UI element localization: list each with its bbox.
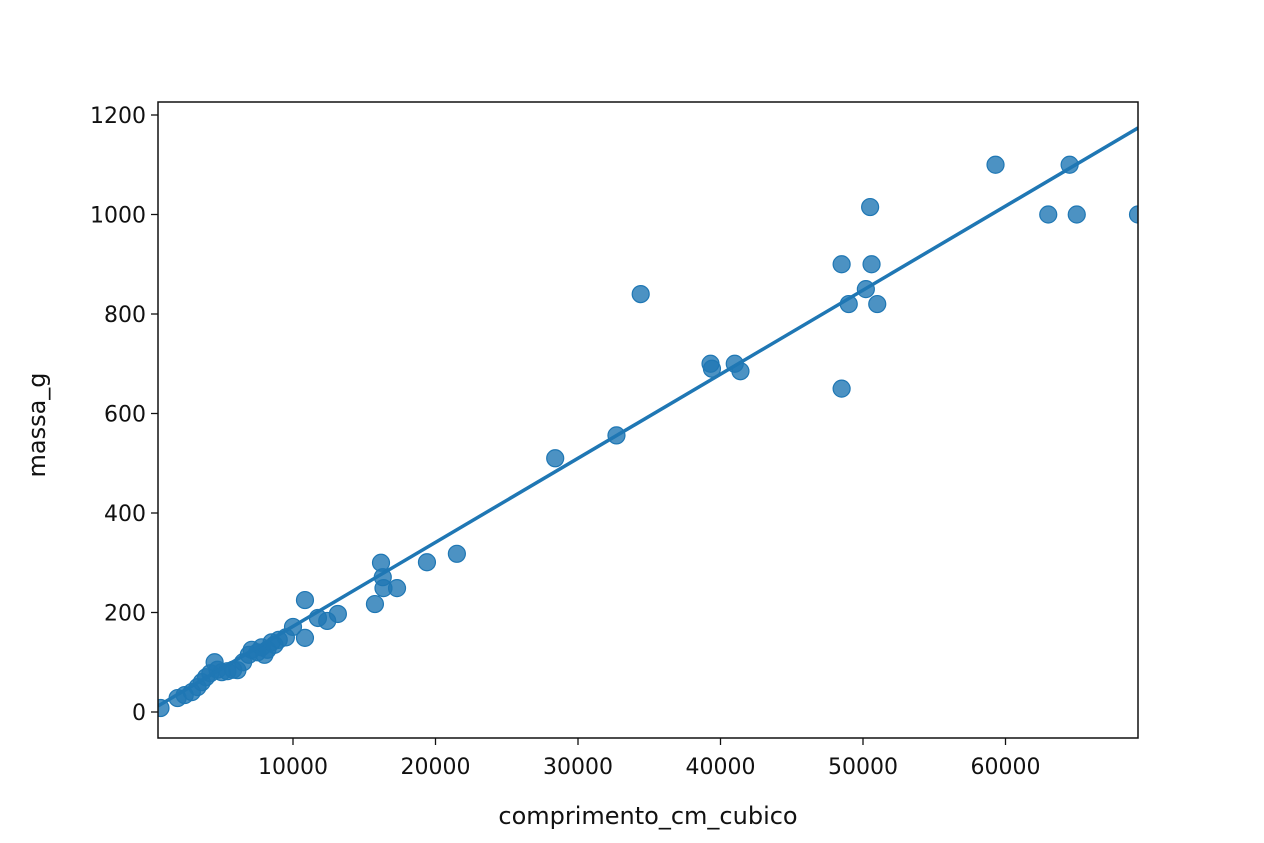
data-point: [631, 285, 650, 304]
data-point: [702, 359, 722, 378]
x-tick-label: 30000: [543, 755, 613, 780]
x-tick-label: 10000: [258, 755, 328, 780]
data-point: [1067, 205, 1086, 224]
y-tick-label: 1000: [90, 204, 146, 229]
y-tick-label: 200: [104, 602, 146, 627]
data-point: [861, 197, 880, 217]
y-axis-ticks: 0 200 400 600 800 1000 1200: [90, 104, 158, 726]
y-tick-label: 600: [104, 403, 146, 428]
data-point: [1128, 205, 1138, 224]
data-point: [1039, 205, 1058, 224]
data-point: [832, 255, 851, 274]
y-tick-label: 1200: [90, 104, 146, 129]
x-tick-label: 60000: [971, 755, 1041, 780]
data-point: [387, 579, 407, 598]
x-tick-label: 40000: [686, 755, 756, 780]
y-tick-label: 800: [104, 303, 146, 328]
x-axis-ticks: 10000 20000 30000 40000 50000 60000: [258, 738, 1041, 780]
data-point: [328, 604, 347, 624]
data-point: [546, 449, 565, 468]
data-points: [158, 155, 1138, 718]
data-point: [862, 255, 881, 274]
data-point: [986, 155, 1005, 174]
data-point: [417, 553, 437, 572]
x-tick-label: 50000: [828, 755, 898, 780]
data-point: [365, 594, 385, 614]
x-axis-label: comprimento_cm_cubico: [498, 802, 797, 830]
y-axis-label: massa_g: [23, 372, 51, 477]
x-tick-label: 20000: [401, 755, 471, 780]
data-point: [832, 379, 851, 398]
data-point: [295, 590, 315, 610]
data-point: [868, 294, 887, 314]
data-point: [447, 544, 466, 563]
data-point: [295, 628, 315, 647]
y-tick-label: 0: [132, 701, 146, 726]
plot-frame: [157, 101, 1139, 739]
y-tick-label: 400: [104, 502, 146, 527]
regression-line: [158, 126, 1138, 708]
